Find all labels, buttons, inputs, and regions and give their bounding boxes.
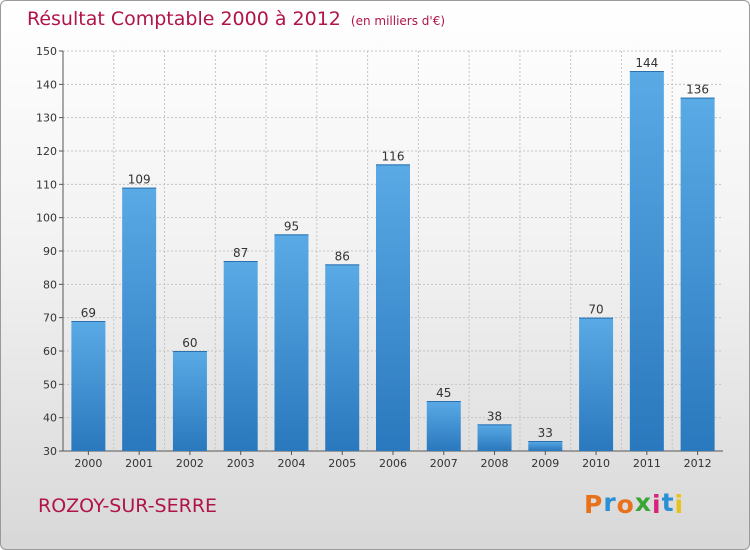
logo-letter: r <box>603 488 617 517</box>
value-label-2008: 38 <box>487 409 502 423</box>
y-tick-label: 120 <box>36 145 57 158</box>
y-tick-label: 50 <box>43 378 57 391</box>
bar-2002 <box>172 351 207 451</box>
bar-2000 <box>71 321 106 451</box>
bar-2009 <box>528 441 563 451</box>
bar-2003 <box>223 261 258 451</box>
axes: 30 40 50 60 70 80 90 100 110 120 130 140 150 2000 2001… <box>36 45 723 470</box>
x-tick-label-2010: 2010 <box>582 457 610 470</box>
y-tick-label: 60 <box>43 345 57 358</box>
value-label-2012: 136 <box>686 83 709 97</box>
x-tick-label-2002: 2002 <box>176 457 204 470</box>
gridlines <box>63 50 723 451</box>
bar-2007 <box>426 401 461 451</box>
value-label-2000: 69 <box>81 306 96 320</box>
value-label-2003: 87 <box>233 246 248 260</box>
x-tick-label-2005: 2005 <box>328 457 356 470</box>
x-tick-label-2008: 2008 <box>481 457 509 470</box>
logo-letter: P <box>584 490 604 519</box>
chart-title-block: Résultat Comptable 2000 à 2012 (en millie… <box>27 8 445 30</box>
value-label-2002: 60 <box>182 336 197 350</box>
value-label-2009: 33 <box>538 426 553 440</box>
x-tick-label-2007: 2007 <box>430 457 458 470</box>
chart-subtitle: (en milliers d'€) <box>350 14 446 28</box>
x-tick-label-2000: 2000 <box>74 457 102 470</box>
y-tick-label: 70 <box>43 312 57 325</box>
bar-2006 <box>376 164 410 452</box>
logo-letter: o <box>616 490 635 519</box>
value-label-2001: 109 <box>128 173 151 187</box>
x-tick-label-2006: 2006 <box>379 457 407 470</box>
bar-2004 <box>274 234 309 451</box>
bar-2008 <box>477 424 512 451</box>
bar-2005 <box>325 264 360 451</box>
x-tick-label-2012: 2012 <box>684 457 712 470</box>
bar-2011 <box>629 71 664 451</box>
x-tick-label-2009: 2009 <box>531 457 559 470</box>
value-label-2011: 144 <box>635 56 658 70</box>
logo-letter: i <box>652 490 662 519</box>
y-tick-label: 30 <box>43 445 57 458</box>
y-tick-label: 130 <box>36 112 57 125</box>
logo-letter: t <box>661 488 675 517</box>
value-label-2005: 86 <box>335 249 350 263</box>
y-tick-label: 110 <box>36 178 57 191</box>
y-tick-label: 40 <box>43 412 57 425</box>
bar-2001 <box>122 187 157 451</box>
bars: 69 109 60 87 95 86 116 45 38 33 70 144 136 <box>71 56 715 452</box>
logo-letter: i <box>674 490 685 519</box>
bar-2010 <box>579 317 614 451</box>
value-label-2006: 116 <box>382 149 405 163</box>
x-tick-label-2003: 2003 <box>227 457 255 470</box>
y-tick-label: 100 <box>36 212 57 225</box>
x-tick-label-2001: 2001 <box>125 457 153 470</box>
x-tick-label-2011: 2011 <box>633 457 661 470</box>
town-name: ROZOY-SUR-SERRE <box>38 495 218 517</box>
y-tick-label: 150 <box>36 45 57 58</box>
bar-2012 <box>680 97 715 452</box>
value-label-2007: 45 <box>436 386 451 400</box>
logo-letter: x <box>634 488 652 517</box>
proxiti-logo: Proxiti <box>584 488 685 519</box>
y-tick-label: 80 <box>43 278 57 291</box>
chart-title: Résultat Comptable 2000 à 2012 <box>27 8 341 30</box>
y-tick-label: 140 <box>36 78 57 91</box>
value-label-2004: 95 <box>284 219 299 233</box>
value-label-2010: 70 <box>588 303 603 317</box>
x-tick-label-2004: 2004 <box>277 457 305 470</box>
y-tick-label: 90 <box>43 245 57 258</box>
